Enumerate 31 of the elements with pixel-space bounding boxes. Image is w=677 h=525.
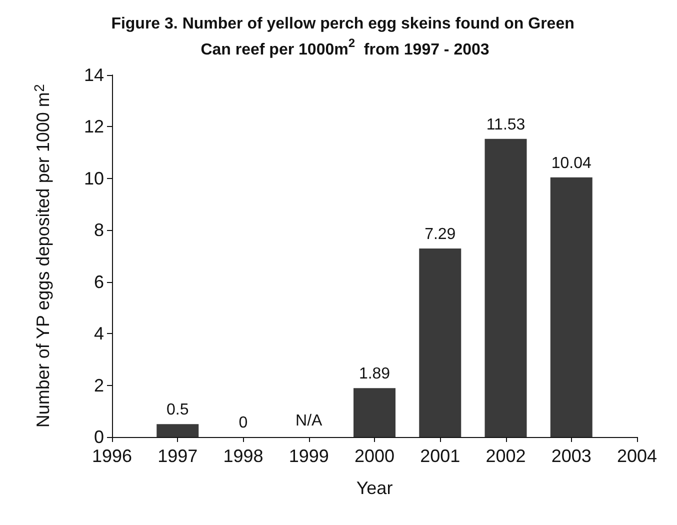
text: N/A (296, 412, 322, 430)
data-label: 0 (238, 414, 248, 432)
x-tick-label: 2002 (486, 446, 526, 466)
bar (156, 424, 199, 437)
bar (419, 248, 462, 437)
data-label: 1.89 (358, 366, 390, 383)
y-tick-label: 12 (84, 116, 104, 137)
data-label: 7.29 (424, 226, 456, 243)
bar (550, 177, 592, 437)
y-tick-label: 2 (94, 375, 104, 396)
x-axis-title: Year (356, 478, 393, 498)
y-tick-label: 4 (94, 324, 104, 344)
bar (354, 388, 396, 437)
y-tick-label: 6 (94, 272, 104, 292)
y-axis-title: Number of YP eggs deposited per 1000 m2 (30, 84, 53, 428)
x-tick-label: 1997 (158, 446, 198, 466)
x-tick-label: 2000 (354, 446, 395, 466)
x-tick-label: 1998 (223, 446, 264, 466)
x-tick-label: 2001 (420, 446, 460, 466)
x-tick-label: 1996 (92, 446, 132, 466)
x-tick-label: 1999 (288, 446, 329, 466)
y-tick-label: 0 (94, 427, 104, 447)
x-tick-label: 2004 (616, 446, 658, 466)
data-label: 0.5 (166, 402, 189, 419)
y-tick-label: 14 (84, 65, 104, 85)
y-tick-label: 10 (84, 168, 104, 188)
data-label: 11.53 (486, 116, 526, 134)
bar (484, 138, 527, 437)
x-tick-label: 2003 (551, 446, 592, 466)
y-tick-label: 8 (94, 220, 104, 240)
data-label: 10.04 (551, 154, 592, 172)
